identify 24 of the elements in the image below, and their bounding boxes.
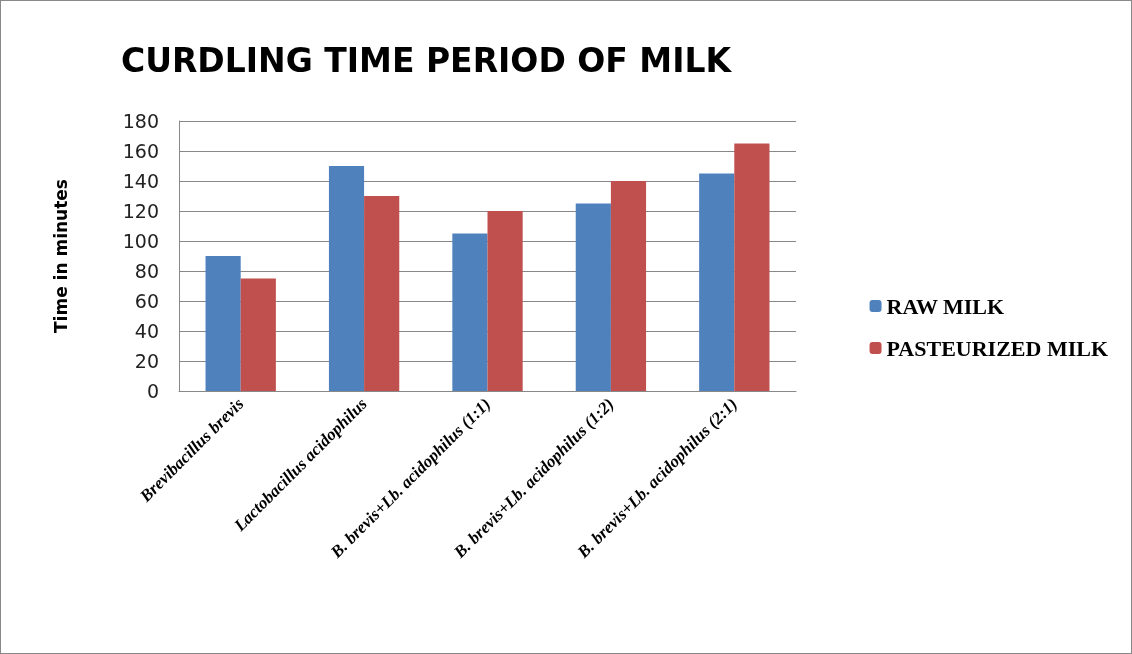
y-tick-label: 60	[134, 290, 159, 312]
y-tick-label: 40	[134, 320, 159, 342]
y-tick-label: 100	[122, 230, 159, 252]
legend-label: PASTEURIZED MILK	[886, 335, 1109, 361]
y-tick-label: 20	[134, 350, 159, 372]
y-tick-label: 140	[122, 170, 159, 192]
y-axis-title: Time in minutes	[50, 179, 71, 333]
legend-label: RAW MILK	[886, 293, 1005, 319]
bar	[487, 211, 523, 391]
bar	[575, 203, 611, 391]
y-tick-label: 120	[122, 200, 159, 222]
y-tick-label: 180	[122, 110, 159, 132]
bar	[699, 173, 735, 391]
chart-title: CURDLING TIME PERIOD OF MILK	[120, 41, 733, 80]
bar	[452, 233, 488, 391]
bar	[205, 256, 241, 391]
bar	[364, 196, 400, 391]
y-tick-label: 160	[122, 140, 159, 162]
bar	[610, 181, 647, 391]
y-tick-label: 0	[146, 380, 159, 402]
bar	[734, 143, 770, 391]
bar	[328, 166, 365, 391]
y-tick-label: 80	[134, 260, 159, 282]
bar	[240, 278, 276, 391]
